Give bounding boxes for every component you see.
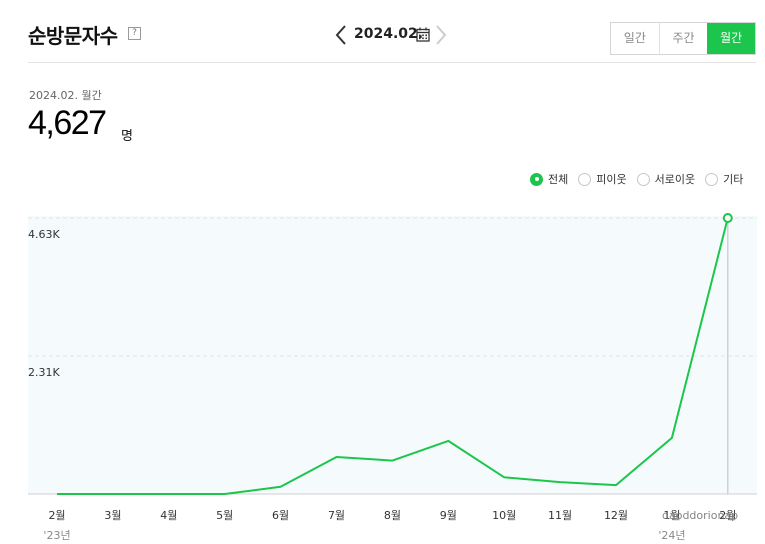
filter-all[interactable]: 전체 xyxy=(530,169,568,189)
x-tick-label: 12월 xyxy=(604,509,628,522)
question-icon[interactable]: ? xyxy=(128,27,141,40)
page-title: 순방문자수 xyxy=(28,24,118,48)
x-tick-label: 6월 xyxy=(272,509,289,522)
plot-area xyxy=(28,216,757,494)
filter-label: 기타 xyxy=(723,173,744,186)
year-label: '24년 xyxy=(658,529,685,542)
watermark: daoddorionap xyxy=(662,509,739,522)
x-tick-label: 5월 xyxy=(216,509,233,522)
x-tick-label: 4월 xyxy=(160,509,177,522)
visitors-chart: 2.31K 4.63K 2월 3월 4월 5월 6월 7월 8월 9월 10월 11월 12월 1월 2월 '… xyxy=(0,200,765,544)
chevron-right-icon[interactable] xyxy=(434,24,448,46)
x-tick-label: 9월 xyxy=(440,509,457,522)
data-point-highlight xyxy=(722,213,733,223)
date-label: 2024.02. xyxy=(354,26,424,42)
filter-label: 전체 xyxy=(548,173,569,186)
header: 순방문자수 ? 2024.02. 일간 주간 월간 xyxy=(0,0,765,64)
calendar-icon[interactable] xyxy=(416,27,430,42)
chevron-left-icon[interactable] xyxy=(334,24,348,46)
x-tick-label: 7월 xyxy=(328,509,345,522)
radio-icon[interactable] xyxy=(636,172,650,186)
tab-weekly[interactable]: 주간 xyxy=(658,23,708,54)
x-tick-label: 3월 xyxy=(104,509,121,522)
tab-monthly[interactable]: 월간 xyxy=(707,23,756,54)
radio-checked-icon[interactable] xyxy=(530,172,543,186)
summary-period: 2024.02. 월간 xyxy=(29,89,102,102)
y-tick-label: 4.63K xyxy=(28,228,60,241)
x-tick-label: 2월 xyxy=(48,509,65,522)
visitor-filters: 전체 피이웃 서로이웃 기타 xyxy=(530,169,743,189)
filter-neighbor[interactable]: 피이웃 xyxy=(578,169,627,189)
radio-icon[interactable] xyxy=(705,172,719,186)
filter-label: 서로이웃 xyxy=(654,173,696,186)
x-tick-label: 8월 xyxy=(384,509,401,522)
y-tick-label: 2.31K xyxy=(28,366,60,379)
tab-daily[interactable]: 일간 xyxy=(611,23,659,54)
x-tick-label: 1월 xyxy=(663,509,680,522)
x-tick-label: 2월 xyxy=(719,509,736,522)
radio-icon[interactable] xyxy=(578,172,592,186)
filter-other[interactable]: 기타 xyxy=(705,169,743,189)
x-tick-label: 11월 xyxy=(548,509,572,522)
filter-label: 피이웃 xyxy=(596,173,627,186)
summary-value: 4,627 xyxy=(28,104,107,142)
period-tabs: 일간 주간 월간 xyxy=(610,22,756,55)
line-chart: 2.31K 4.63K 2월 3월 4월 5월 6월 7월 8월 9월 10월 11월 12월 1월 2월 '… xyxy=(28,213,757,542)
header-divider xyxy=(28,62,756,63)
summary-unit: 명 xyxy=(121,129,133,144)
year-label: '23년 xyxy=(43,529,70,542)
filter-mutual-neighbor[interactable]: 서로이웃 xyxy=(636,169,696,189)
x-tick-label: 10월 xyxy=(492,509,516,522)
